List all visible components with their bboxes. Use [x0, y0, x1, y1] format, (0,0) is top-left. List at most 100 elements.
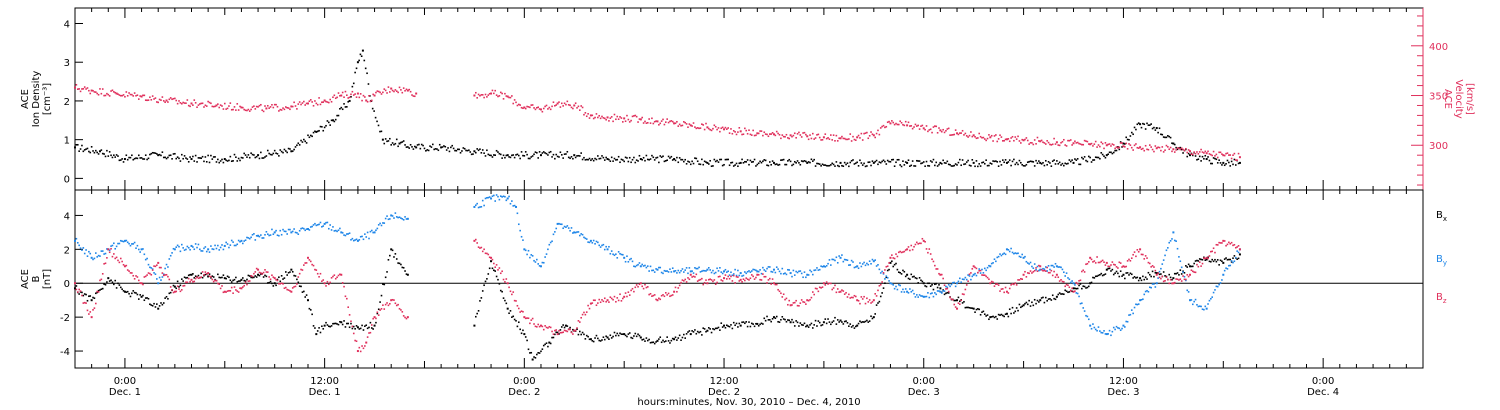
density-point	[331, 119, 334, 122]
by-point	[527, 249, 530, 252]
density-point	[1067, 162, 1069, 165]
velocity-point	[1108, 143, 1111, 145]
density-point	[1218, 159, 1220, 162]
velocity-point	[674, 122, 677, 125]
bz-point	[769, 277, 771, 280]
density-point	[835, 161, 838, 163]
bz-point	[608, 301, 610, 303]
density-point	[834, 165, 836, 167]
by-point	[949, 285, 951, 288]
velocity-point	[1115, 146, 1118, 148]
bz-point	[1078, 279, 1080, 282]
bz-point	[197, 277, 200, 280]
by-point	[147, 263, 150, 266]
velocity-point	[301, 102, 304, 104]
by-point	[556, 222, 559, 225]
bz-point	[828, 282, 831, 285]
by-point	[269, 234, 272, 236]
by-point	[122, 240, 125, 243]
velocity-point	[133, 92, 136, 94]
by-point	[630, 257, 632, 260]
bx-point	[481, 290, 484, 292]
bx-point	[633, 335, 635, 337]
velocity-point	[771, 131, 774, 134]
bz-point	[626, 295, 628, 298]
velocity-point	[1175, 149, 1177, 151]
bx-point	[800, 323, 803, 326]
by-point	[707, 266, 710, 269]
velocity-point	[1162, 151, 1165, 153]
density-point	[1221, 164, 1223, 166]
bz-point	[402, 315, 405, 317]
bz-point	[918, 242, 921, 245]
bz-point	[1112, 263, 1115, 266]
density-point	[811, 160, 814, 162]
by-point	[1193, 300, 1195, 303]
velocity-point	[515, 101, 517, 104]
bz-point	[128, 270, 130, 272]
by-point	[791, 275, 793, 278]
bx-point	[1140, 279, 1143, 282]
bz-point	[605, 300, 607, 303]
by-point	[816, 267, 818, 269]
density-point	[178, 157, 180, 160]
density-point	[1107, 153, 1109, 156]
velocity-point	[398, 86, 401, 89]
by-point	[854, 266, 857, 268]
density-point	[326, 120, 329, 122]
density-point	[344, 106, 347, 108]
by-point	[303, 227, 305, 230]
bx-point	[683, 333, 685, 336]
bz-point	[474, 238, 477, 241]
velocity-point	[1153, 150, 1155, 153]
bx-point	[996, 318, 999, 320]
bz-point	[522, 310, 524, 313]
by-point	[1014, 252, 1017, 254]
velocity-point	[620, 117, 623, 119]
by-point	[362, 238, 365, 241]
velocity-point	[1200, 148, 1202, 151]
velocity-point	[859, 137, 861, 139]
by-point	[1001, 253, 1004, 256]
velocity-point	[766, 133, 768, 136]
velocity-point	[524, 107, 527, 110]
by-point	[709, 269, 711, 271]
by-point	[301, 227, 304, 229]
velocity-point	[1176, 147, 1179, 149]
by-point	[318, 223, 320, 226]
bx-point	[893, 263, 896, 266]
by-point	[296, 231, 298, 234]
bx-point	[860, 321, 863, 324]
bz-point	[97, 291, 100, 293]
bz-point	[868, 299, 871, 301]
velocity-point	[129, 93, 132, 96]
density-point	[1143, 123, 1146, 126]
bx-point	[373, 324, 376, 327]
bx-point	[1086, 286, 1089, 289]
by-point	[536, 258, 538, 261]
by-point	[920, 295, 922, 297]
velocity-point	[480, 94, 483, 96]
velocity-point	[579, 109, 581, 111]
density-point	[527, 157, 530, 160]
velocity-point	[817, 133, 820, 136]
by-point	[83, 252, 86, 255]
density-point	[703, 160, 706, 163]
density-point	[443, 145, 445, 147]
bx-point	[217, 273, 219, 276]
density-point	[1105, 154, 1108, 157]
velocity-point	[1191, 153, 1194, 156]
by-point	[958, 277, 961, 280]
density-point	[1197, 158, 1200, 161]
by-point	[235, 244, 237, 247]
velocity-point	[504, 92, 506, 95]
density-point	[318, 129, 320, 132]
bz-point	[314, 268, 316, 271]
density-point	[1173, 143, 1176, 146]
bx-point	[375, 321, 377, 324]
by-point	[114, 247, 117, 250]
density-point	[781, 159, 784, 161]
velocity-point	[254, 108, 257, 110]
by-point	[329, 224, 331, 226]
by-point	[179, 250, 182, 253]
